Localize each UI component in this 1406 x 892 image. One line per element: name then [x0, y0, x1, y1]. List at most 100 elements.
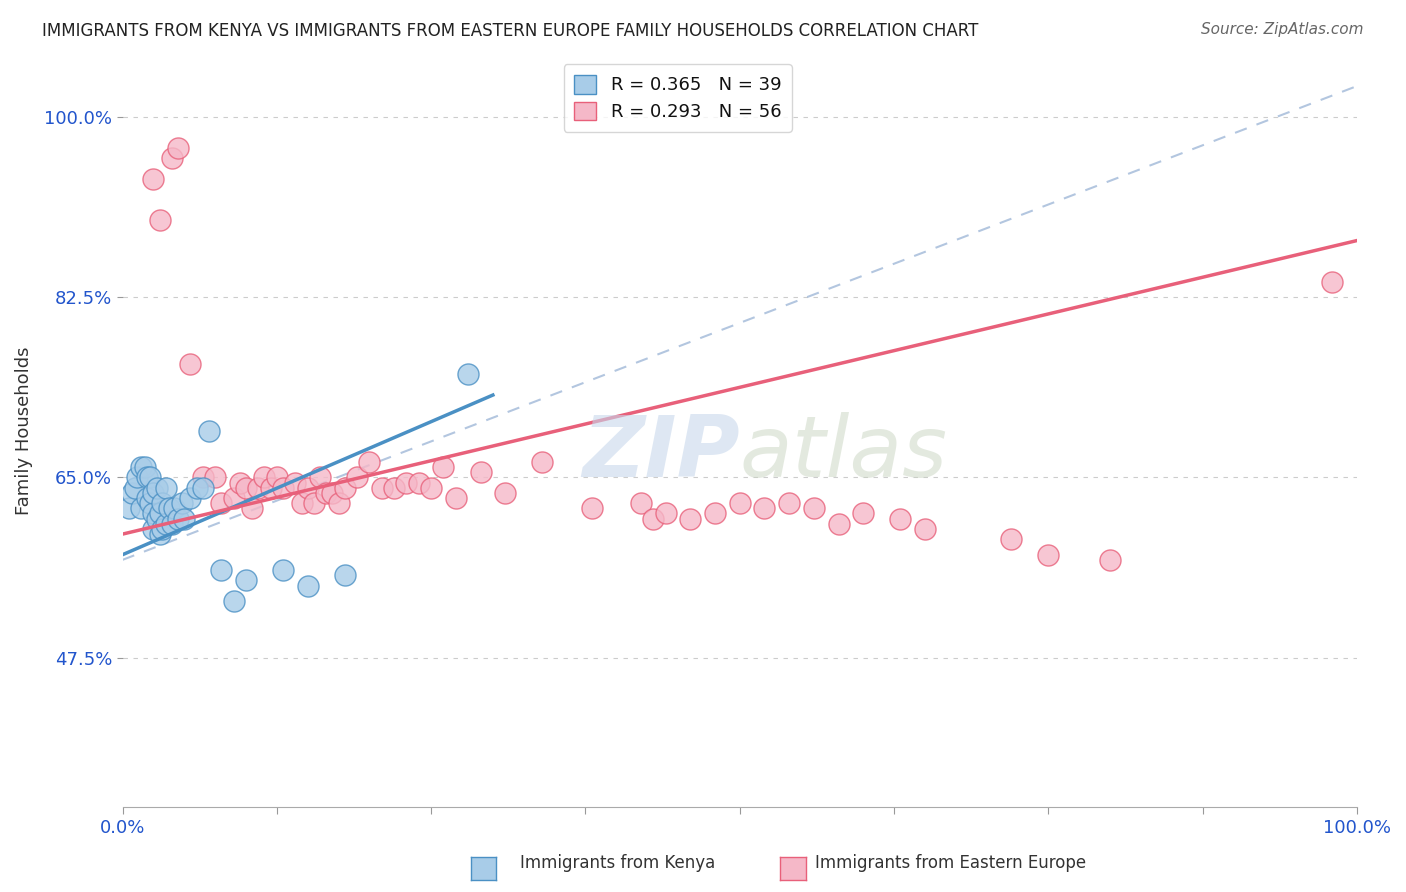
- Point: [146, 481, 169, 495]
- Point: [420, 481, 443, 495]
- Point: [124, 481, 146, 495]
- Text: Immigrants from Kenya: Immigrants from Kenya: [520, 855, 716, 872]
- Point: [297, 579, 319, 593]
- Point: [333, 481, 356, 495]
- Point: [432, 460, 454, 475]
- Point: [643, 511, 665, 525]
- Point: [235, 481, 257, 495]
- Point: [630, 496, 652, 510]
- Point: [302, 496, 325, 510]
- Point: [778, 496, 800, 510]
- Point: [290, 496, 312, 510]
- Point: [198, 424, 221, 438]
- Point: [209, 496, 232, 510]
- Point: [803, 501, 825, 516]
- Text: ZIP: ZIP: [582, 412, 740, 495]
- Point: [235, 574, 257, 588]
- Point: [155, 516, 177, 531]
- Point: [127, 470, 149, 484]
- Point: [914, 522, 936, 536]
- Point: [179, 491, 201, 505]
- Point: [159, 501, 181, 516]
- Point: [408, 475, 430, 490]
- Point: [271, 563, 294, 577]
- Point: [470, 465, 492, 479]
- Point: [444, 491, 467, 505]
- Point: [170, 496, 193, 510]
- Point: [240, 501, 263, 516]
- Point: [1099, 553, 1122, 567]
- Point: [284, 475, 307, 490]
- Text: atlas: atlas: [740, 412, 948, 495]
- Point: [359, 455, 381, 469]
- Point: [827, 516, 849, 531]
- Text: IMMIGRANTS FROM KENYA VS IMMIGRANTS FROM EASTERN EUROPE FAMILY HOUSEHOLDS CORREL: IMMIGRANTS FROM KENYA VS IMMIGRANTS FROM…: [42, 22, 979, 40]
- Point: [271, 481, 294, 495]
- Point: [167, 141, 190, 155]
- Point: [328, 496, 350, 510]
- Point: [297, 481, 319, 495]
- Point: [704, 507, 727, 521]
- Point: [142, 522, 165, 536]
- Point: [150, 496, 173, 510]
- Point: [1000, 533, 1022, 547]
- Point: [260, 481, 283, 495]
- Point: [118, 501, 141, 516]
- Point: [382, 481, 405, 495]
- Text: Immigrants from Eastern Europe: Immigrants from Eastern Europe: [815, 855, 1087, 872]
- Point: [1038, 548, 1060, 562]
- Point: [148, 507, 170, 521]
- Point: [229, 475, 252, 490]
- Point: [315, 486, 337, 500]
- Point: [679, 511, 702, 525]
- Point: [173, 511, 195, 525]
- Point: [138, 470, 160, 484]
- Point: [191, 481, 214, 495]
- Point: [754, 501, 776, 516]
- Point: [371, 481, 394, 495]
- Point: [138, 496, 160, 510]
- Point: [494, 486, 516, 500]
- Point: [186, 481, 208, 495]
- Point: [146, 511, 169, 525]
- Point: [531, 455, 554, 469]
- Point: [266, 470, 288, 484]
- Point: [247, 481, 270, 495]
- Point: [121, 486, 143, 500]
- Text: Source: ZipAtlas.com: Source: ZipAtlas.com: [1201, 22, 1364, 37]
- Point: [191, 470, 214, 484]
- Point: [148, 527, 170, 541]
- Point: [142, 486, 165, 500]
- Point: [222, 594, 245, 608]
- Point: [134, 460, 156, 475]
- Point: [129, 501, 152, 516]
- Point: [852, 507, 875, 521]
- Point: [321, 486, 343, 500]
- Point: [136, 491, 159, 505]
- Point: [160, 151, 183, 165]
- Point: [333, 568, 356, 582]
- Point: [136, 470, 159, 484]
- Point: [160, 516, 183, 531]
- Point: [457, 368, 479, 382]
- Point: [167, 511, 190, 525]
- Point: [129, 460, 152, 475]
- Point: [148, 213, 170, 227]
- Point: [309, 470, 332, 484]
- Point: [163, 501, 186, 516]
- Point: [142, 171, 165, 186]
- Point: [253, 470, 276, 484]
- Point: [889, 511, 911, 525]
- Point: [222, 491, 245, 505]
- Point: [209, 563, 232, 577]
- Point: [204, 470, 226, 484]
- Point: [581, 501, 603, 516]
- Point: [179, 357, 201, 371]
- Point: [728, 496, 751, 510]
- Point: [1322, 275, 1344, 289]
- Point: [155, 481, 177, 495]
- Y-axis label: Family Households: Family Households: [15, 347, 32, 516]
- Point: [150, 522, 173, 536]
- Point: [654, 507, 676, 521]
- Legend: R = 0.365   N = 39, R = 0.293   N = 56: R = 0.365 N = 39, R = 0.293 N = 56: [564, 64, 792, 132]
